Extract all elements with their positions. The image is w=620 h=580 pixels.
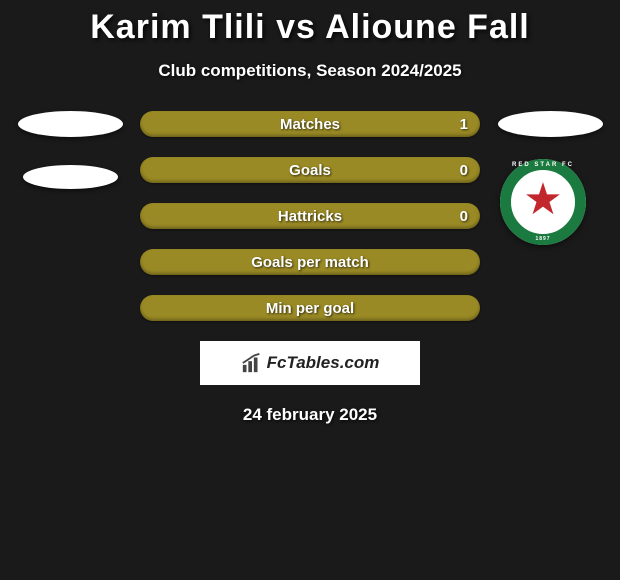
stat-label: Hattricks xyxy=(278,208,342,225)
content-row: Matches 1 Goals 0 Hattricks 0 Goals per … xyxy=(0,111,620,321)
chart-icon xyxy=(241,352,263,374)
stat-value: 1 xyxy=(460,116,468,133)
generation-date: 24 february 2025 xyxy=(0,405,620,425)
stat-bar-matches: Matches 1 xyxy=(140,111,480,137)
badge-name: RED STAR FC xyxy=(512,162,574,168)
stat-bar-hattricks: Hattricks 0 xyxy=(140,203,480,229)
stat-label: Goals xyxy=(289,162,331,179)
brand-name: FcTables.com xyxy=(267,353,380,373)
placeholder-ellipse xyxy=(23,165,118,189)
stat-bar-min-per-goal: Min per goal xyxy=(140,295,480,321)
club-badge-red-star: RED STAR FC ★ 1897 xyxy=(500,159,600,247)
placeholder-ellipse xyxy=(498,111,603,137)
comparison-title: Karim Tlili vs Alioune Fall xyxy=(0,0,620,47)
stat-value: 0 xyxy=(460,162,468,179)
star-icon: ★ xyxy=(523,178,562,222)
badge-outer-circle: RED STAR FC ★ 1897 xyxy=(500,159,586,245)
placeholder-ellipse xyxy=(18,111,123,137)
comparison-subtitle: Club competitions, Season 2024/2025 xyxy=(0,61,620,81)
stat-bar-goals-per-match: Goals per match xyxy=(140,249,480,275)
badge-year: 1897 xyxy=(535,236,550,242)
brand-attribution: FcTables.com xyxy=(200,341,420,385)
stat-bar-goals: Goals 0 xyxy=(140,157,480,183)
stat-label: Matches xyxy=(280,116,340,133)
stat-label: Min per goal xyxy=(266,300,354,317)
left-player-column xyxy=(10,111,130,189)
stats-column: Matches 1 Goals 0 Hattricks 0 Goals per … xyxy=(130,111,490,321)
stat-value: 0 xyxy=(460,208,468,225)
right-player-column: RED STAR FC ★ 1897 xyxy=(490,111,610,247)
stat-label: Goals per match xyxy=(251,254,369,271)
